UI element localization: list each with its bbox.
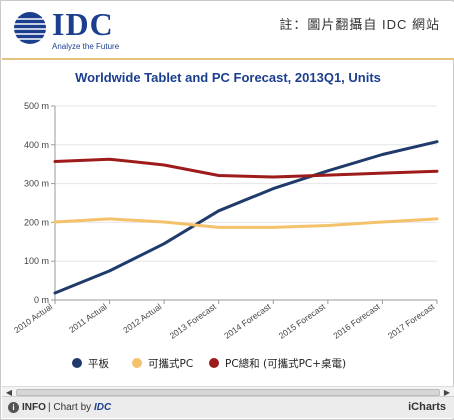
header-bar: IDC Analyze the Future 註：圖片翻攝自 IDC 網站 [2,2,454,60]
series-line-1 [53,140,439,295]
globe-icon [14,12,46,44]
line-chart: Worldwide Tablet and PC Forecast, 2013Q1… [12,70,439,370]
logo-tagline: Analyze the Future [52,42,120,51]
x-tick-label: 2012 Actual [121,301,163,335]
series-line-3 [53,157,439,179]
info-link[interactable]: INFO [22,402,46,413]
legend-label-3: PC總和 (可攜式PC+桌電) [225,357,346,370]
legend-label-2: 可攜式PC [148,357,193,370]
chart-credit: | Chart by IDC [48,402,111,413]
scroll-left-arrow-icon[interactable]: ◀ [5,388,13,397]
x-tick-label: 2014 Forecast [222,301,273,341]
x-tick-label: 2013 Forecast [168,301,219,341]
scroll-thumb[interactable] [16,389,440,396]
source-note: 註：圖片翻攝自 IDC 網站 [279,17,440,32]
x-tick-label: 2016 Forecast [331,301,382,341]
legend-marker-2 [132,358,142,368]
chart-credit-prefix: | Chart by [48,402,92,413]
series-line-2 [53,217,439,229]
footer-bar: i INFO | Chart by IDC iCharts [2,396,454,418]
x-tick-label: 2015 Forecast [277,301,328,341]
y-tick-label: 400 m [24,140,49,150]
idc-logo: IDC Analyze the Future [12,6,142,54]
y-tick-label: 200 m [24,217,49,227]
legend-marker-1 [72,358,82,368]
legend-marker-3 [209,358,219,368]
info-icon[interactable]: i [8,402,19,413]
scroll-right-arrow-icon[interactable]: ▶ [443,388,451,397]
y-tick-label: 300 m [24,179,49,189]
y-tick-label: 500 m [24,101,49,111]
legend-label-1: 平板 [88,357,109,370]
chart-title: Worldwide Tablet and PC Forecast, 2013Q1… [75,70,381,85]
x-tick-label: 2017 Forecast [386,301,437,341]
x-tick-label: 2011 Actual [67,301,109,334]
y-tick-label: 0 m [34,295,49,305]
y-tick-label: 100 m [24,256,49,266]
chart-credit-brand: IDC [93,402,112,413]
logo-word: IDC [52,6,114,42]
x-tick-label: 2010 Actual [12,301,54,335]
icharts-brand[interactable]: iCharts [408,401,446,413]
